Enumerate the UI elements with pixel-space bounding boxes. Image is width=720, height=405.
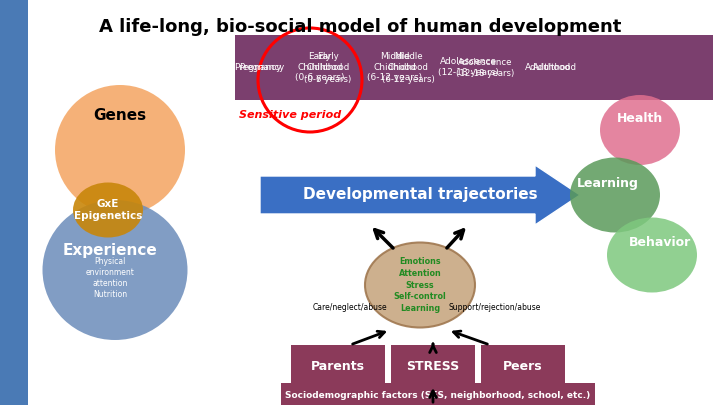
Text: Pregnancy: Pregnancy [234,62,282,72]
FancyArrow shape [260,165,580,225]
Text: Care/neglect/abuse: Care/neglect/abuse [312,303,387,311]
Ellipse shape [365,243,475,328]
Ellipse shape [570,158,660,232]
FancyBboxPatch shape [0,0,28,405]
Ellipse shape [607,217,697,292]
Text: Emotions
Attention
Stress
Self-control
Learning: Emotions Attention Stress Self-control L… [394,257,446,313]
Text: Developmental trajectories: Developmental trajectories [302,188,537,202]
Text: Health: Health [617,111,663,124]
Text: Physical
environment
attention
Nutrition: Physical environment attention Nutrition [86,257,135,299]
Text: Learning: Learning [577,177,639,190]
Ellipse shape [42,200,187,340]
Text: Sensitive period: Sensitive period [239,110,341,120]
Ellipse shape [55,85,185,215]
Text: GxE
Epigenetics: GxE Epigenetics [74,199,142,221]
FancyBboxPatch shape [281,383,595,405]
Text: Adulthood: Adulthood [525,62,571,72]
Text: Pregnancy: Pregnancy [239,64,284,72]
Text: Adolescence
(12-18 years): Adolescence (12-18 years) [438,57,498,77]
FancyBboxPatch shape [235,35,713,100]
Ellipse shape [73,183,143,237]
Text: Sociodemographic factors (SES, neighborhood, school, etc.): Sociodemographic factors (SES, neighborh… [285,390,590,399]
Text: Adulthood: Adulthood [533,64,577,72]
Text: Adolescence
(12-18 years): Adolescence (12-18 years) [456,58,514,78]
Text: Middle
Chidhood
(6-12 years): Middle Chidhood (6-12 years) [367,52,423,82]
Text: Middle
Chidhood
(6-12 years): Middle Chidhood (6-12 years) [382,52,434,83]
Ellipse shape [600,95,680,165]
Text: STRESS: STRESS [406,360,459,373]
Text: Experience: Experience [63,243,158,258]
Text: Behavior: Behavior [629,237,691,249]
Text: Genes: Genes [94,107,147,122]
Text: Peers: Peers [503,360,543,373]
FancyBboxPatch shape [481,345,565,387]
FancyBboxPatch shape [391,345,475,387]
Text: Support/rejection/abuse: Support/rejection/abuse [449,303,541,311]
FancyBboxPatch shape [291,345,385,387]
Text: Early
Childhood
(0-6 years): Early Childhood (0-6 years) [305,52,351,83]
Text: Parents: Parents [311,360,365,373]
Text: Early
Childhood
(0-6 years): Early Childhood (0-6 years) [295,52,345,82]
Text: A life-long, bio-social model of human development: A life-long, bio-social model of human d… [99,18,621,36]
